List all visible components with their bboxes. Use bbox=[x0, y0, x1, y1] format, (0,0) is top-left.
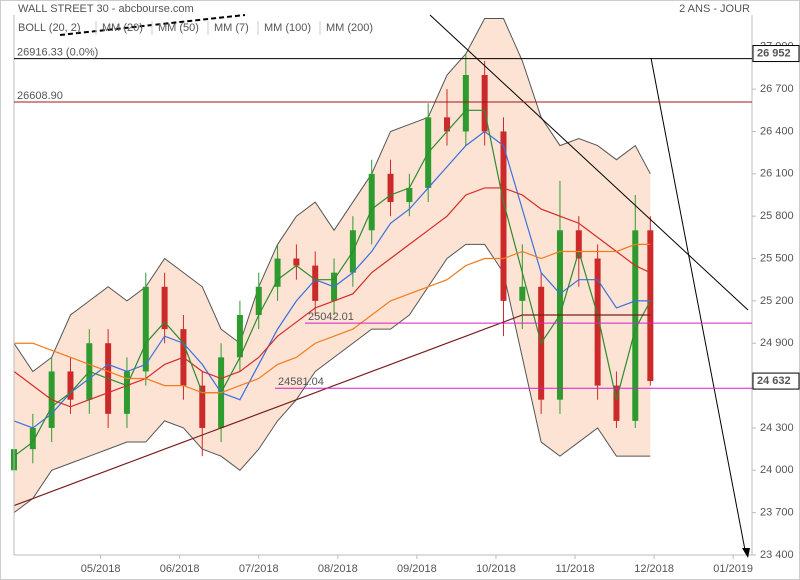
candle-body bbox=[255, 286, 262, 315]
candle-body bbox=[123, 371, 130, 414]
x-tick-label: 06/2018 bbox=[160, 563, 200, 575]
band-lower bbox=[13, 243, 651, 514]
trend-line bbox=[429, 14, 749, 311]
candle-body bbox=[613, 385, 620, 421]
candle-body bbox=[368, 173, 375, 231]
legend-entry: MM (20) bbox=[102, 22, 143, 34]
plot-area bbox=[11, 18, 654, 527]
legend-boll: BOLL (20, 2) bbox=[18, 22, 81, 34]
y-tick-label: 26 400 bbox=[760, 125, 794, 137]
candle-body bbox=[142, 286, 149, 372]
candle-body bbox=[519, 286, 526, 301]
legend-entry: MM (100) bbox=[264, 22, 311, 34]
candle-body bbox=[632, 230, 639, 421]
trend-line bbox=[650, 57, 746, 551]
chart-title: WALL STREET 30 - abcbourse.com bbox=[18, 3, 194, 15]
candle-body bbox=[274, 258, 281, 287]
period-label: 2 ANS - JOUR bbox=[679, 3, 750, 15]
x-tick-label: 08/2018 bbox=[318, 563, 358, 575]
y-tick-label: 23 400 bbox=[760, 549, 794, 561]
x-tick-label: 09/2018 bbox=[397, 563, 437, 575]
y-tick-label: 23 700 bbox=[760, 507, 794, 519]
candle-body bbox=[29, 427, 36, 450]
y-tick-label: 25 500 bbox=[760, 252, 794, 264]
level-label: 25042.01 bbox=[308, 311, 354, 323]
level-label: 24581.04 bbox=[278, 376, 324, 388]
y-tick-label: 24 900 bbox=[760, 337, 794, 349]
candle-body bbox=[500, 131, 507, 301]
y-tick-label: 24 000 bbox=[760, 464, 794, 476]
y-tick-label: 25 800 bbox=[760, 210, 794, 222]
x-tick-label: 07/2018 bbox=[239, 563, 279, 575]
candle-body bbox=[594, 258, 601, 386]
level-label: 26916.33 (0.0%) bbox=[17, 46, 98, 58]
candle-body bbox=[444, 117, 451, 132]
legend-entry: MM (50) bbox=[158, 22, 199, 34]
x-tick-label: 11/2018 bbox=[556, 563, 595, 575]
price-tag-label: 24 632 bbox=[757, 375, 791, 387]
ma-line bbox=[13, 109, 651, 457]
candle-body bbox=[481, 75, 488, 132]
candle-body bbox=[647, 230, 654, 382]
candle-body bbox=[462, 75, 469, 132]
x-tick-label: 12/2018 bbox=[634, 563, 674, 575]
ma-line bbox=[13, 187, 651, 408]
legend-entry: MM (7) bbox=[214, 22, 249, 34]
y-tick-label: 25 200 bbox=[760, 295, 794, 307]
candle-body bbox=[293, 258, 300, 266]
candle-body bbox=[387, 173, 394, 203]
price-tag-label: 26 952 bbox=[757, 47, 791, 59]
candle-body bbox=[236, 315, 243, 358]
candle-body bbox=[67, 371, 74, 400]
price-tag bbox=[752, 372, 800, 390]
candle-body bbox=[406, 187, 413, 203]
price-tag bbox=[752, 45, 800, 63]
band-upper bbox=[13, 18, 651, 373]
y-tick-label: 26 100 bbox=[760, 168, 794, 180]
x-tick-label: 05/2018 bbox=[81, 563, 121, 575]
y-tick-label: 26 700 bbox=[760, 83, 794, 95]
x-tick-label: 01/2019 bbox=[713, 563, 753, 575]
trend-line bbox=[59, 14, 246, 36]
level-label: 26608.90 bbox=[17, 90, 63, 102]
candle-body bbox=[161, 286, 168, 330]
candle-body bbox=[199, 385, 206, 428]
ma-line bbox=[13, 314, 651, 507]
candle-body bbox=[575, 230, 582, 259]
ma-line bbox=[14, 243, 651, 394]
legend-entry: MM (200) bbox=[326, 22, 373, 34]
y-tick-label: 24 300 bbox=[760, 422, 794, 434]
candle-body bbox=[312, 265, 319, 301]
x-tick-label: 10/2018 bbox=[476, 563, 516, 575]
arrow-head bbox=[742, 548, 750, 558]
ma-line bbox=[13, 130, 651, 429]
legend: MM (20) MM (50) MM (7) MM (100) MM (200) bbox=[95, 21, 373, 35]
